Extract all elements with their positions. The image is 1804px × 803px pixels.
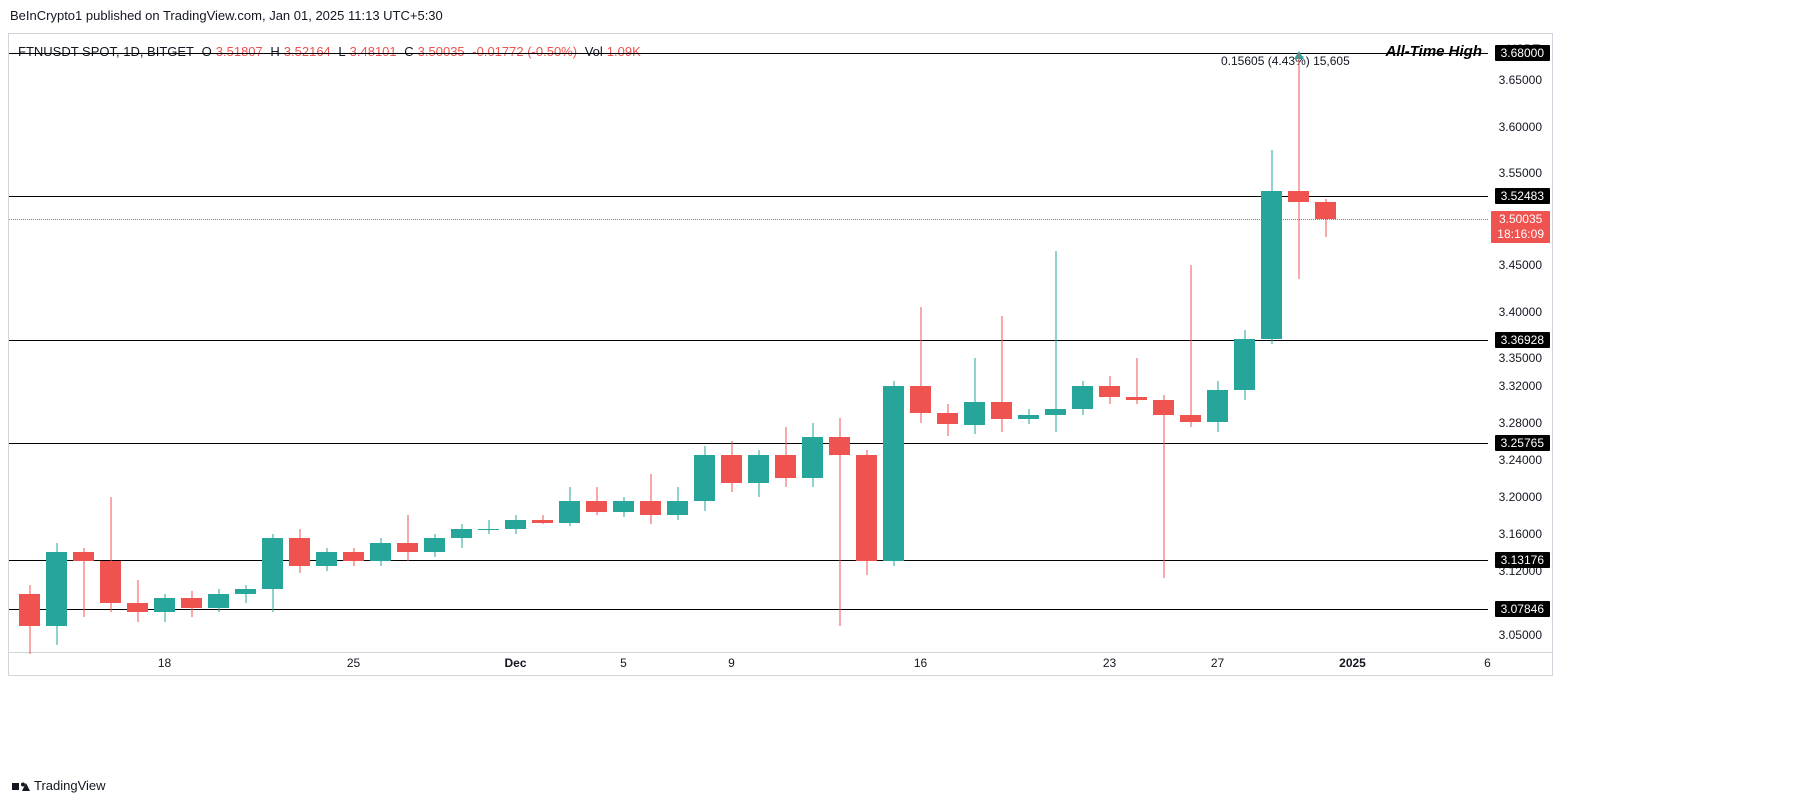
candle[interactable]: [46, 34, 67, 654]
ytick: 3.55000: [1499, 166, 1542, 180]
candle[interactable]: [1153, 34, 1174, 654]
candle[interactable]: [559, 34, 580, 654]
current-price-label: 3.5003518:16:09: [1491, 211, 1550, 243]
candle[interactable]: [262, 34, 283, 654]
candle[interactable]: [1072, 34, 1093, 654]
candle[interactable]: [748, 34, 769, 654]
candle[interactable]: [316, 34, 337, 654]
candle[interactable]: [343, 34, 364, 654]
candle[interactable]: [100, 34, 121, 654]
price-label: 3.52483: [1495, 188, 1550, 204]
candle[interactable]: [1261, 34, 1282, 654]
price-label: 3.07846: [1495, 601, 1550, 617]
candle[interactable]: [586, 34, 607, 654]
candle[interactable]: [127, 34, 148, 654]
logo-text: TradingView: [34, 778, 106, 793]
ytick: 3.05000: [1499, 628, 1542, 642]
candle[interactable]: [802, 34, 823, 654]
publish-header: BeInCrypto1 published on TradingView.com…: [10, 8, 443, 23]
xtick: 16: [914, 656, 927, 670]
candle[interactable]: [289, 34, 310, 654]
candle[interactable]: [1234, 34, 1255, 654]
candle[interactable]: [532, 34, 553, 654]
candle[interactable]: [964, 34, 985, 654]
price-label: 3.68000: [1495, 45, 1550, 61]
ytick: 3.16000: [1499, 527, 1542, 541]
candle[interactable]: [694, 34, 715, 654]
candle[interactable]: [991, 34, 1012, 654]
candle[interactable]: [208, 34, 229, 654]
ath-label: All-Time High: [1386, 43, 1482, 60]
xtick: 23: [1103, 656, 1116, 670]
candle[interactable]: [19, 34, 40, 654]
xtick: 2025: [1339, 656, 1366, 670]
price-label: 3.36928: [1495, 332, 1550, 348]
candle[interactable]: [370, 34, 391, 654]
candle[interactable]: [1315, 34, 1336, 654]
candle[interactable]: [154, 34, 175, 654]
y-axis[interactable]: USDT 3.650003.600003.550003.500003.45000…: [1488, 33, 1553, 653]
ytick: 3.32000: [1499, 379, 1542, 393]
candle[interactable]: [883, 34, 904, 654]
candle[interactable]: [1126, 34, 1147, 654]
candle[interactable]: [181, 34, 202, 654]
xtick: 5: [620, 656, 627, 670]
candle[interactable]: [73, 34, 94, 654]
candle[interactable]: [910, 34, 931, 654]
candle[interactable]: [775, 34, 796, 654]
ytick: 3.65000: [1499, 73, 1542, 87]
ytick: 3.45000: [1499, 258, 1542, 272]
ytick: 3.40000: [1499, 305, 1542, 319]
candle[interactable]: [478, 34, 499, 654]
candle[interactable]: [505, 34, 526, 654]
candle[interactable]: [1207, 34, 1228, 654]
candle[interactable]: [937, 34, 958, 654]
xtick: 6: [1484, 656, 1491, 670]
price-label: 3.25765: [1495, 435, 1550, 451]
candle[interactable]: [613, 34, 634, 654]
candle[interactable]: [235, 34, 256, 654]
xtick: 25: [347, 656, 360, 670]
xtick: Dec: [504, 656, 526, 670]
tradingview-logo: TradingView: [12, 778, 106, 793]
ytick: 3.35000: [1499, 351, 1542, 365]
candle[interactable]: [640, 34, 661, 654]
price-chart[interactable]: All-Time High0.15605 (4.43%) 15,605: [8, 33, 1488, 653]
ytick: 3.60000: [1499, 120, 1542, 134]
candle[interactable]: [1018, 34, 1039, 654]
candle[interactable]: [667, 34, 688, 654]
candle[interactable]: [1180, 34, 1201, 654]
ytick: 3.28000: [1499, 416, 1542, 430]
xtick: 18: [158, 656, 171, 670]
price-label: 3.13176: [1495, 552, 1550, 568]
candle[interactable]: [829, 34, 850, 654]
candle[interactable]: [721, 34, 742, 654]
x-axis[interactable]: 18 25 Dec 5 9 16 23 27 2025 6: [8, 652, 1553, 676]
candle[interactable]: [451, 34, 472, 654]
ytick: 3.20000: [1499, 490, 1542, 504]
xtick: 27: [1211, 656, 1224, 670]
candle[interactable]: [1099, 34, 1120, 654]
candle[interactable]: [397, 34, 418, 654]
xtick: 9: [728, 656, 735, 670]
candle[interactable]: [1045, 34, 1066, 654]
candle[interactable]: [1288, 34, 1309, 654]
ytick: 3.24000: [1499, 453, 1542, 467]
candle[interactable]: [856, 34, 877, 654]
candle[interactable]: [424, 34, 445, 654]
